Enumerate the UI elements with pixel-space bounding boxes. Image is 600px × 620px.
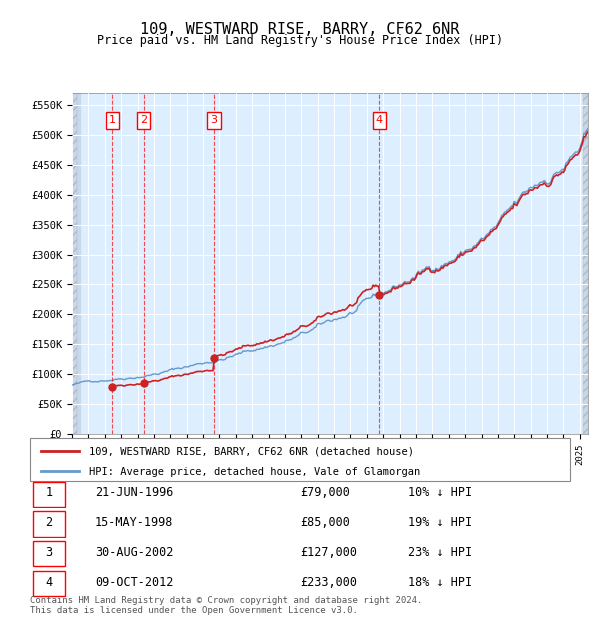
Text: £233,000: £233,000 bbox=[300, 576, 357, 589]
Text: 3: 3 bbox=[46, 546, 52, 559]
Text: 30-AUG-2002: 30-AUG-2002 bbox=[95, 546, 173, 559]
Text: 3: 3 bbox=[211, 115, 217, 125]
Text: 109, WESTWARD RISE, BARRY, CF62 6NR: 109, WESTWARD RISE, BARRY, CF62 6NR bbox=[140, 22, 460, 37]
Text: 2: 2 bbox=[46, 516, 52, 529]
Text: 1: 1 bbox=[46, 487, 52, 500]
Text: £85,000: £85,000 bbox=[300, 516, 350, 529]
FancyBboxPatch shape bbox=[72, 93, 77, 434]
FancyBboxPatch shape bbox=[583, 93, 588, 434]
Text: 21-JUN-1996: 21-JUN-1996 bbox=[95, 487, 173, 500]
Text: 15-MAY-1998: 15-MAY-1998 bbox=[95, 516, 173, 529]
Text: 4: 4 bbox=[376, 115, 383, 125]
Text: HPI: Average price, detached house, Vale of Glamorgan: HPI: Average price, detached house, Vale… bbox=[89, 467, 421, 477]
Text: 10% ↓ HPI: 10% ↓ HPI bbox=[408, 487, 472, 500]
Text: 2: 2 bbox=[140, 115, 147, 125]
FancyBboxPatch shape bbox=[33, 482, 65, 507]
FancyBboxPatch shape bbox=[30, 438, 570, 480]
Text: 23% ↓ HPI: 23% ↓ HPI bbox=[408, 546, 472, 559]
Text: 109, WESTWARD RISE, BARRY, CF62 6NR (detached house): 109, WESTWARD RISE, BARRY, CF62 6NR (det… bbox=[89, 447, 415, 457]
Text: 4: 4 bbox=[46, 576, 52, 589]
Text: 09-OCT-2012: 09-OCT-2012 bbox=[95, 576, 173, 589]
Text: £127,000: £127,000 bbox=[300, 546, 357, 559]
FancyBboxPatch shape bbox=[33, 541, 65, 567]
Text: 18% ↓ HPI: 18% ↓ HPI bbox=[408, 576, 472, 589]
Text: 1: 1 bbox=[109, 115, 116, 125]
Text: Price paid vs. HM Land Registry's House Price Index (HPI): Price paid vs. HM Land Registry's House … bbox=[97, 34, 503, 47]
FancyBboxPatch shape bbox=[33, 512, 65, 537]
Text: 19% ↓ HPI: 19% ↓ HPI bbox=[408, 516, 472, 529]
FancyBboxPatch shape bbox=[33, 571, 65, 596]
Bar bbox=[72, 93, 80, 434]
Text: Contains HM Land Registry data © Crown copyright and database right 2024.
This d: Contains HM Land Registry data © Crown c… bbox=[30, 596, 422, 615]
Text: £79,000: £79,000 bbox=[300, 487, 350, 500]
